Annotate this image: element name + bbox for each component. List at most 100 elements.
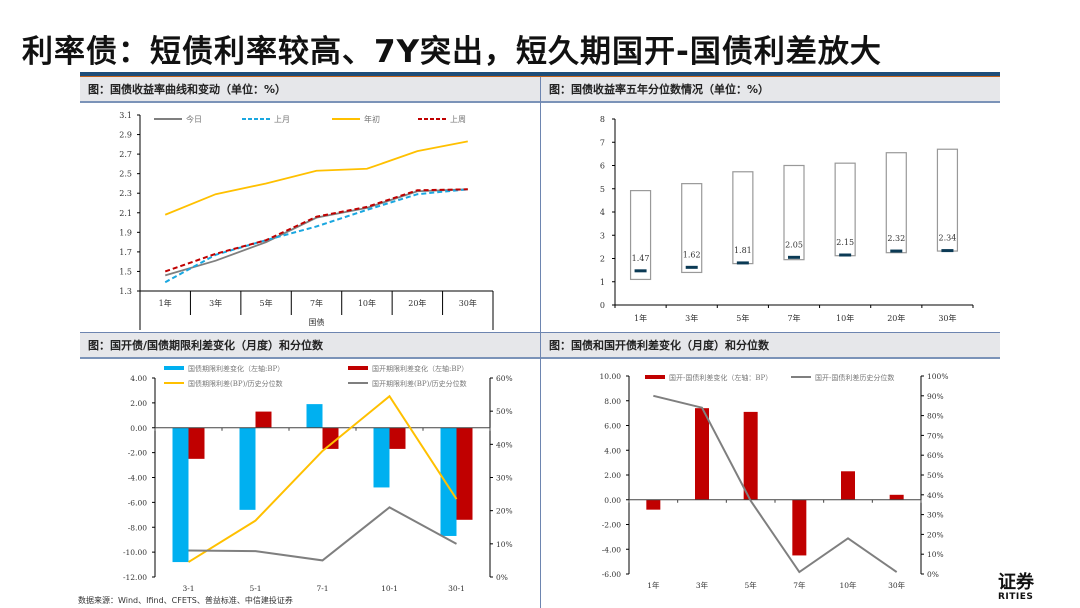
y2-tick-label: 20%: [496, 507, 513, 516]
data-label: 2.15: [836, 238, 854, 247]
legend-label: 国开-国债利差变化（左轴：BP）: [669, 373, 772, 382]
data-source-note: 数据来源：Wind、Ifind、CFETS、普益标准、中信建投证券: [78, 596, 293, 605]
bar: [322, 427, 339, 449]
horizontal-divider: [80, 332, 1000, 333]
bar: [389, 427, 406, 449]
panel-title-term-spread: 图：国开债/国债期限利差变化（月度）和分位数: [80, 333, 540, 359]
x-tick-label: 3年: [209, 298, 222, 308]
y-tick-label: 5: [600, 185, 605, 194]
series-line: [653, 394, 898, 574]
x-tick-label: 5年: [745, 580, 758, 590]
x-tick-label: 1年: [647, 580, 660, 590]
y-tick-label: 6.00: [604, 422, 621, 431]
legend-label: 上周: [450, 115, 466, 124]
bar: [373, 427, 390, 488]
y-tick-label: 2.3: [119, 189, 132, 198]
yield-curve-chart: 3.1 2.9 2.7 2.5 2.3 2.1 1.9 1.7 1.5 1.3 1年 3年 5年 7年 10…: [119, 111, 494, 330]
y-tick-label: -4.00: [128, 474, 147, 483]
y-tick-label: -10.00: [123, 548, 147, 557]
percentile-range-box: [681, 183, 703, 274]
x-tick-label: 20年: [887, 313, 905, 323]
bar: [440, 427, 457, 536]
legend-label: 国开-国债利差历史分位数: [815, 373, 894, 382]
y-tick-label: 7: [600, 138, 605, 147]
legend-swatch: [645, 375, 665, 379]
chart-grid: 图：国债收益率曲线和变动（单位：%） 图：国债收益率五年分位数情况（单位：%） …: [80, 77, 1000, 608]
y2-tick-label: 70%: [927, 431, 944, 440]
bar: [743, 411, 758, 500]
series-line: [164, 188, 468, 284]
bar: [255, 411, 272, 428]
x-tick-label: 3年: [696, 580, 709, 590]
legend-label: 国开期限利差(BP)/历史分位数: [372, 379, 467, 388]
y-tick-label: 3: [600, 231, 605, 240]
legend-label: 上月: [274, 115, 290, 124]
y2-tick-label: 80%: [927, 412, 944, 421]
data-label: 2.32: [887, 234, 905, 243]
current-value-marker: [839, 253, 852, 257]
vertical-divider: [540, 77, 541, 608]
legend-label: 国债期限利差变化（左轴:BP）: [188, 364, 284, 373]
series-line: [187, 394, 458, 563]
y-tick-label: -2.00: [602, 521, 621, 530]
y-tick-label: 1.5: [119, 267, 132, 276]
bar: [172, 427, 189, 563]
y2-tick-label: 0%: [496, 573, 508, 582]
y-tick-label: 2.9: [119, 131, 132, 140]
current-value-marker: [634, 269, 647, 273]
y2-tick-label: 40%: [927, 491, 944, 500]
x-tick-label: 5年: [736, 313, 749, 323]
y-tick-label: 8: [600, 115, 605, 124]
series-line: [164, 188, 468, 277]
series-line: [188, 506, 457, 562]
y-tick-label: 1.3: [119, 287, 132, 296]
page-title: 利率债：短债利率较高、7Y突出，短久期国开-国债利差放大: [22, 34, 882, 70]
x-tick-label: 3年: [685, 313, 698, 323]
y2-tick-label: 100%: [927, 372, 948, 381]
bar: [841, 471, 855, 500]
y2-tick-label: 20%: [927, 530, 944, 539]
x-tick-label: 10年: [358, 298, 376, 308]
data-label: 1.62: [683, 250, 701, 259]
legend-label: 年初: [364, 114, 380, 124]
current-value-marker: [736, 261, 749, 265]
percentile-range-box: [885, 152, 907, 254]
y-tick-label: 2.7: [119, 150, 132, 159]
x-tick-label: 5年: [260, 298, 273, 308]
bar: [306, 404, 323, 428]
y-tick-label: 0: [600, 301, 605, 310]
y2-tick-label: 60%: [927, 451, 944, 460]
y-tick-label: -6.00: [602, 570, 621, 579]
panel-title-yield-curve: 图：国债收益率曲线和变动（单位：%）: [80, 77, 540, 103]
y-tick-label: -8.00: [128, 523, 147, 532]
legend-label: 国开期限利差变化（左轴:BP）: [372, 364, 468, 373]
data-label: 1.47: [632, 254, 650, 263]
series-line: [164, 188, 468, 273]
y2-tick-label: 90%: [927, 392, 944, 401]
legend-swatch: [164, 366, 184, 370]
legend-label: 今日: [186, 114, 202, 124]
y-tick-label: 6: [600, 162, 605, 171]
y-tick-label: 4.00: [130, 374, 147, 383]
y2-tick-label: 30%: [927, 511, 944, 520]
y2-tick-label: 0%: [927, 570, 939, 579]
bar: [646, 499, 661, 510]
y-tick-label: 2.00: [130, 399, 147, 408]
panel-title-cdb-spread: 图：国债和国开债利差变化（月度）和分位数: [541, 333, 1000, 359]
y-tick-label: -2.00: [128, 449, 147, 458]
x-tick-label: 10年: [836, 313, 854, 323]
legend-label: 国债期限利差(BP)/历史分位数: [188, 379, 283, 388]
y2-tick-label: 10%: [496, 540, 513, 549]
x-tick-label: 7年: [310, 298, 323, 308]
x-tick-label: 1年: [634, 313, 647, 323]
y-tick-label: 1.9: [119, 228, 132, 237]
data-label: 1.81: [734, 246, 752, 255]
y-tick-label: 4: [600, 208, 605, 217]
x-tick-label: 7年: [787, 313, 800, 323]
y-tick-label: 3.1: [119, 111, 132, 120]
x-tick-label: 7-1: [316, 584, 328, 593]
x-tick-label: 5-1: [249, 584, 261, 593]
y-tick-label: 10.00: [600, 372, 622, 381]
y-tick-label: 1.7: [119, 248, 132, 257]
cdb-spread-chart: 10.00 8.00 6.00 4.00 2.00 0.00 -2.00 -4.00 -6.00…: [600, 372, 949, 590]
